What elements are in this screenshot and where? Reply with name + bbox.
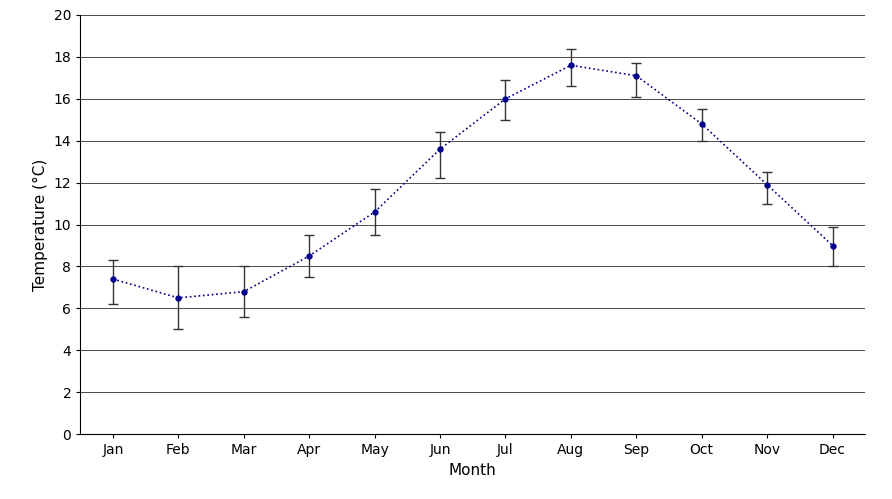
Y-axis label: Temperature (°C): Temperature (°C) (33, 158, 48, 291)
X-axis label: Month: Month (449, 463, 497, 478)
